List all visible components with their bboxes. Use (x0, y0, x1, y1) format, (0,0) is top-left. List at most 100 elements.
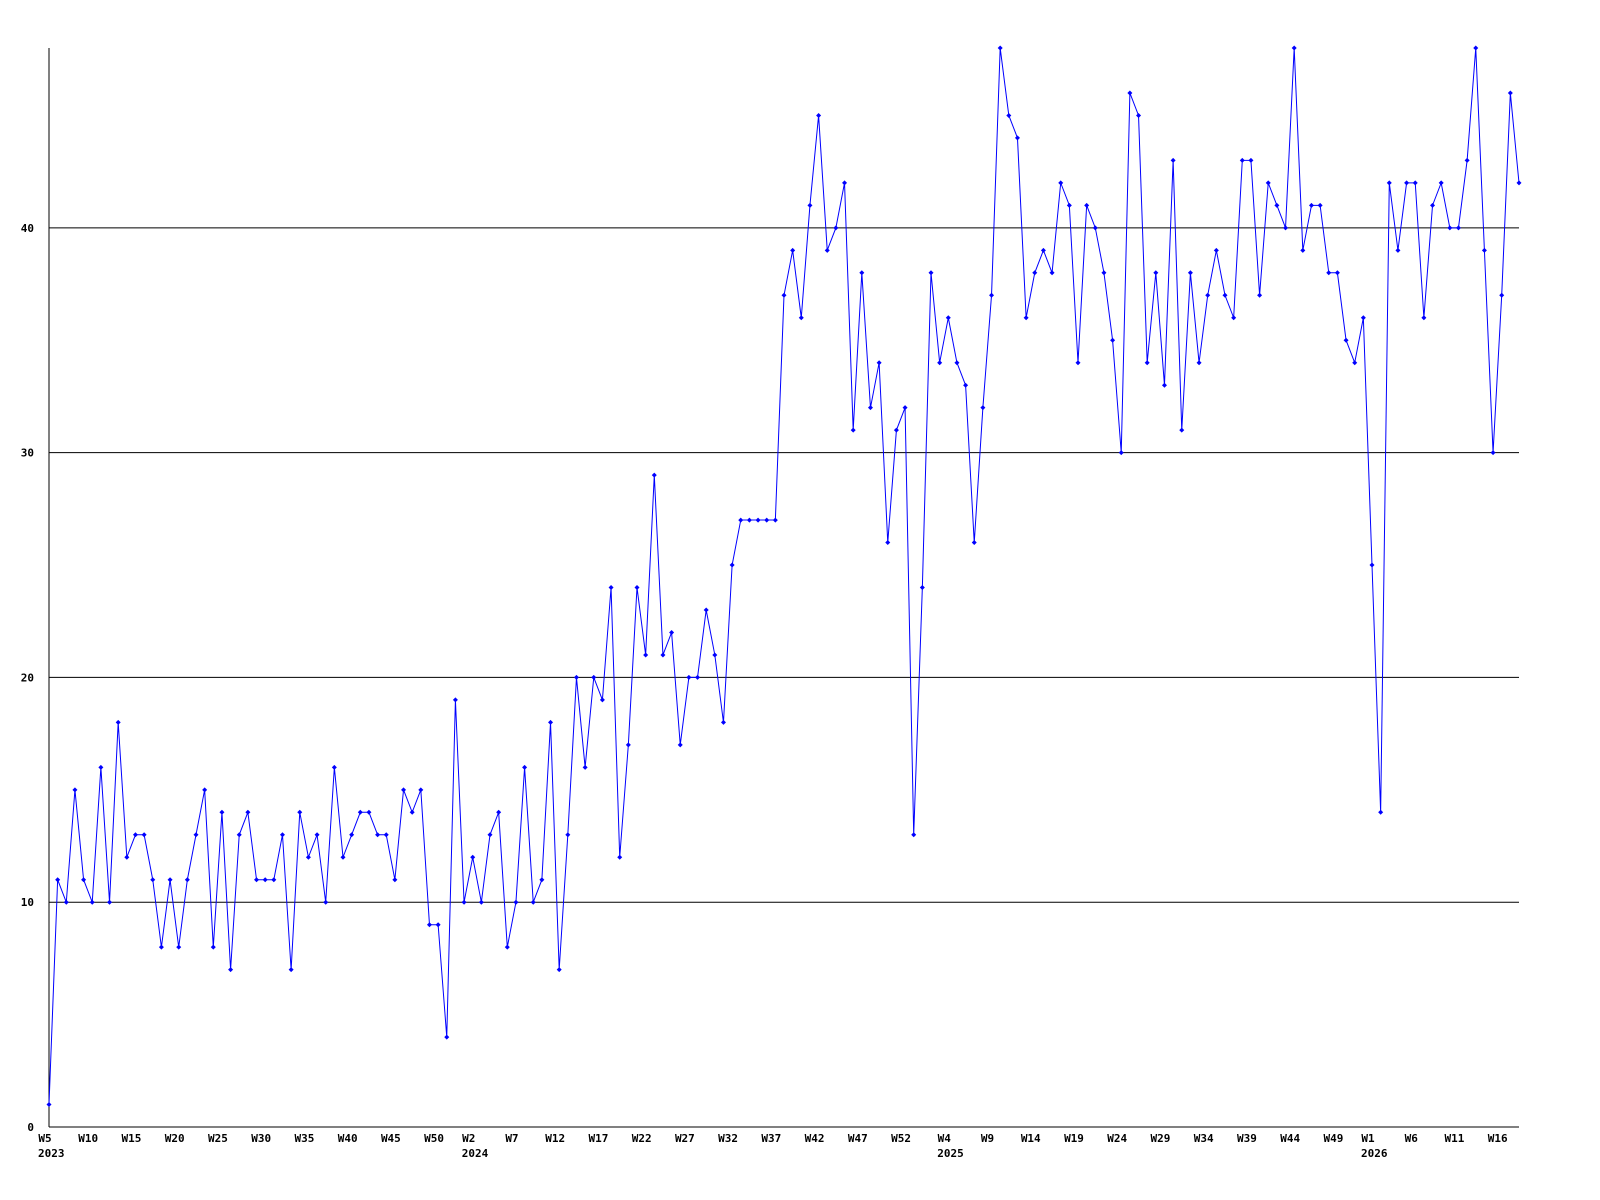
y-tick-label: 30 (21, 447, 34, 460)
data-point (1395, 247, 1401, 253)
data-point (1231, 315, 1237, 321)
data-point (556, 967, 562, 973)
data-point (1369, 562, 1375, 568)
data-point (790, 247, 796, 253)
data-point (893, 427, 899, 433)
x-tick-label: W45 (381, 1132, 401, 1145)
data-point (331, 764, 337, 770)
data-point (764, 517, 770, 523)
data-point (418, 787, 424, 793)
x-tick-label: W1 (1361, 1132, 1375, 1145)
data-point (591, 674, 597, 680)
data-point (1481, 247, 1487, 253)
data-point (132, 832, 138, 838)
data-point (548, 719, 554, 725)
data-point (245, 809, 251, 815)
data-point (496, 809, 502, 815)
data-point (228, 967, 234, 973)
data-point (945, 315, 951, 321)
data-point (643, 652, 649, 658)
data-point (262, 877, 268, 883)
data-point (1473, 45, 1479, 51)
data-point (1144, 360, 1150, 366)
x-tick-label: W50 (424, 1132, 444, 1145)
data-point (928, 270, 934, 276)
x-tick-label: W17 (588, 1132, 608, 1145)
data-point (375, 832, 381, 838)
data-point (842, 180, 848, 186)
x-tick-label: W20 (165, 1132, 185, 1145)
data-point (487, 832, 493, 838)
data-point (738, 517, 744, 523)
x-tick-label: W37 (761, 1132, 781, 1145)
x-tick-label: W10 (78, 1132, 98, 1145)
data-point (1300, 247, 1306, 253)
data-point (1213, 247, 1219, 253)
data-point (279, 832, 285, 838)
data-point (1378, 809, 1384, 815)
data-point (824, 247, 830, 253)
data-point (219, 809, 225, 815)
data-point (867, 405, 873, 411)
data-point (1438, 180, 1444, 186)
x-tick-label: W24 (1107, 1132, 1127, 1145)
data-point (1455, 225, 1461, 231)
data-point (1222, 292, 1228, 298)
data-point (703, 607, 709, 613)
x-tick-label: W9 (981, 1132, 994, 1145)
data-point (539, 877, 545, 883)
data-point (1257, 292, 1263, 298)
data-point (1248, 157, 1254, 163)
data-point (107, 899, 113, 905)
data-point (1464, 157, 1470, 163)
data-point (236, 832, 242, 838)
data-point (980, 405, 986, 411)
data-point (1110, 337, 1116, 343)
data-point (902, 405, 908, 411)
x-tick-label: W40 (338, 1132, 358, 1145)
data-point (513, 899, 519, 905)
data-point (772, 517, 778, 523)
x-tick-label: W11 (1445, 1132, 1465, 1145)
data-point (63, 899, 69, 905)
data-point (357, 809, 363, 815)
x-tick-year: 2025 (937, 1147, 964, 1160)
data-point (435, 922, 441, 928)
data-point (210, 944, 216, 950)
x-tick-label: W15 (122, 1132, 142, 1145)
data-point (271, 877, 277, 883)
data-point (1334, 270, 1340, 276)
data-point (1161, 382, 1167, 388)
x-tick-label: W44 (1280, 1132, 1300, 1145)
data-point (651, 472, 657, 478)
data-point (582, 764, 588, 770)
data-point (1058, 180, 1064, 186)
data-point (323, 899, 329, 905)
data-point (184, 877, 190, 883)
data-point (383, 832, 389, 838)
x-tick-label: W34 (1194, 1132, 1214, 1145)
data-point (193, 832, 199, 838)
data-point (254, 877, 260, 883)
data-point (366, 809, 372, 815)
data-point (1170, 157, 1176, 163)
data-point (72, 787, 78, 793)
data-point (1101, 270, 1107, 276)
data-point (816, 112, 822, 118)
x-tick-label: W49 (1323, 1132, 1343, 1145)
data-point (634, 585, 640, 590)
data-point (608, 585, 614, 590)
data-point (1308, 202, 1314, 208)
x-tick-year: 2024 (462, 1147, 489, 1160)
data-point (1386, 180, 1392, 186)
data-point (1447, 225, 1453, 231)
data-point (1507, 90, 1513, 96)
data-point (807, 202, 813, 208)
data-point (989, 292, 995, 298)
data-point (1326, 270, 1332, 276)
data-point (1196, 360, 1202, 366)
data-point (522, 764, 528, 770)
data-point (150, 877, 156, 883)
data-point (452, 697, 458, 703)
